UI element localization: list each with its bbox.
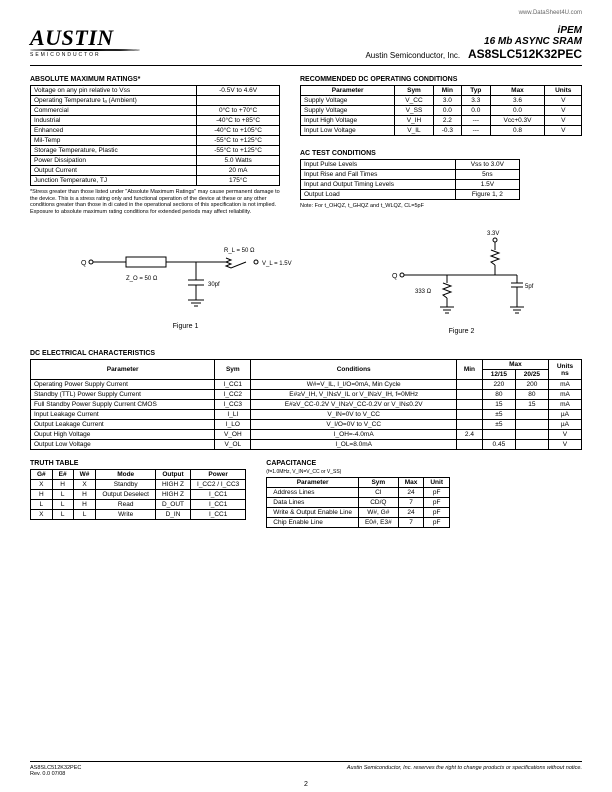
figures-row: Q Z_O = 50 Ω R_L = 50 Ω V_L = 1.5V 30pf … (30, 225, 582, 335)
ac-test-table: Input Pulse LevelsVss to 3.0VInput Rise … (300, 159, 520, 200)
figure-2-label: Figure 2 (387, 328, 537, 335)
part-number: AS8SLC512K32PEC (468, 47, 582, 61)
figure-1-label: Figure 1 (76, 323, 296, 330)
page-number: 2 (304, 781, 308, 788)
footer: AS8SLC512K32PEC Rev. 0.0 07/08 Austin Se… (30, 761, 582, 777)
abs-max-table: Voltage on any pin relative to Vss-0.5V … (30, 85, 280, 186)
company-name: Austin Semiconductor, Inc. (365, 51, 460, 60)
fig1-q: Q (81, 260, 87, 267)
row-top-tables: ABSOLUTE MAXIMUM RATINGS* Voltage on any… (30, 76, 582, 215)
cap-table: ParameterSymMaxUnitAddress LinesCI24pFDa… (266, 477, 450, 528)
rec-dc-title: RECOMMENDED DC OPERATING CONDITIONS (300, 76, 582, 83)
fig2-r1: 333 Ω (415, 289, 432, 295)
logo-block: AUSTIN SEMICONDUCTOR (30, 25, 140, 58)
fig2-q: Q (392, 273, 398, 280)
abs-max-note: *Stress greater than those listed under … (30, 189, 280, 215)
truth-title: TRUTH TABLE (30, 460, 246, 467)
fig2-cap: 5pf (525, 284, 534, 290)
dc-elec-section: DC ELECTRICAL CHARACTERISTICS ParameterS… (30, 350, 582, 450)
rec-dc-table: ParameterSymMinTypMaxUnitsSupply Voltage… (300, 85, 582, 136)
figure-2-svg: 3.3V Q 333 Ω 5pf (387, 225, 537, 325)
logo-subtext: SEMICONDUCTOR (30, 52, 140, 58)
dc-elec-table: ParameterSymConditionsMinMaxUnitsns12/15… (30, 359, 582, 450)
truth-table: G#E#W#ModeOutputPowerXHXStandbyHIGH ZI_C… (30, 469, 246, 520)
fig2-vcc: 3.3V (487, 231, 499, 237)
abs-max-title: ABSOLUTE MAXIMUM RATINGS* (30, 76, 280, 83)
fig1-vl: V_L = 1.5V (262, 261, 292, 267)
product-desc: 16 Mb ASYNC SRAM (365, 36, 582, 47)
cap-cond: (f=1.0MHz, V_IN=V_CC or V_SS) (266, 469, 450, 475)
logo-text: AUSTIN (30, 25, 140, 51)
header-right: iPEM 16 Mb ASYNC SRAM Austin Semiconduct… (365, 25, 582, 61)
footer-disclaimer: Austin Semiconductor, Inc. reserves the … (347, 765, 582, 777)
figure-1-svg: Q Z_O = 50 Ω R_L = 50 Ω V_L = 1.5V 30pf (76, 230, 296, 320)
dc-elec-title: DC ELECTRICAL CHARACTERISTICS (30, 350, 582, 357)
figure-1: Q Z_O = 50 Ω R_L = 50 Ω V_L = 1.5V 30pf … (76, 230, 296, 330)
ac-test-title: AC TEST CONDITIONS (300, 150, 582, 157)
brand-name: iPEM (365, 25, 582, 36)
fig1-zo: Z_O = 50 Ω (126, 276, 158, 282)
cap-title: CAPACITANCE (266, 460, 450, 467)
ac-test-note: Note: For t_OHQZ, t_GHQZ and t_WLQZ, CL=… (300, 203, 582, 210)
figure-2: 3.3V Q 333 Ω 5pf Figure 2 (387, 225, 537, 335)
header: AUSTIN SEMICONDUCTOR iPEM 16 Mb ASYNC SR… (30, 25, 582, 66)
fig1-cap: 30pf (208, 282, 220, 288)
logo-swoosh (30, 49, 140, 51)
fig1-rl: R_L = 50 Ω (224, 248, 255, 254)
row-bottom-tables: TRUTH TABLE G#E#W#ModeOutputPowerXHXStan… (30, 460, 582, 528)
source-url: www.DataSheet4U.com (519, 10, 582, 16)
footer-rev: Rev. 0.0 07/08 (30, 771, 81, 777)
